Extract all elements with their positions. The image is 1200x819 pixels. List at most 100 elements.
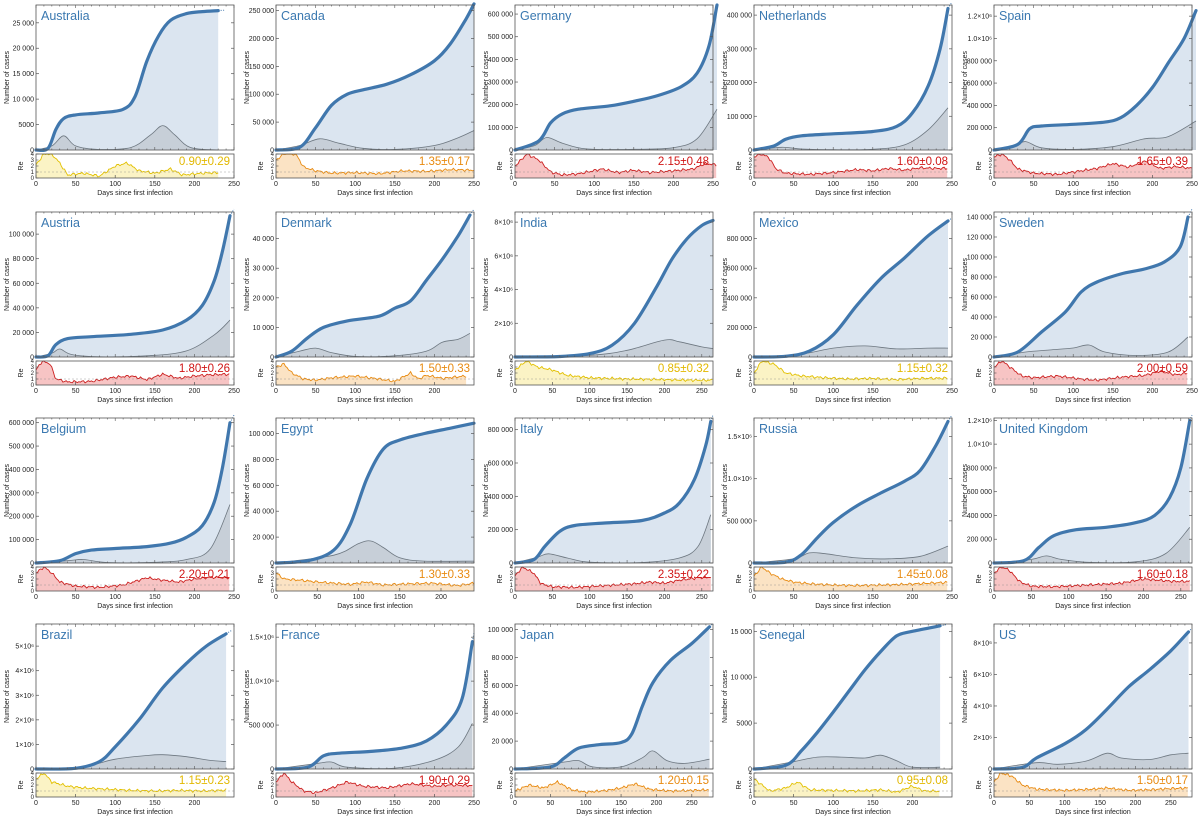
x-tick-label: 200 <box>189 388 201 395</box>
x-tick-label: 0 <box>992 181 996 188</box>
y-tick-label: 0 <box>509 767 513 774</box>
y-tick-label: 150 000 <box>249 64 274 71</box>
y-axis-label: Number of cases <box>722 464 729 517</box>
y-tick-label: 200 000 <box>488 527 513 534</box>
country-name: Mexico <box>759 216 799 230</box>
re-y-tick-label: 2 <box>989 577 993 583</box>
x-tick-label: 50 <box>790 594 798 601</box>
y-axis-label: Number of cases <box>483 51 490 104</box>
plot-frame <box>514 211 714 358</box>
y-axis-label: Number of cases <box>722 258 729 311</box>
cumulative-area <box>515 220 713 357</box>
cumulative-area <box>754 220 948 357</box>
re-y-tick-label: 0 <box>510 383 514 389</box>
y-tick-label: 0 <box>988 148 992 155</box>
re-y-tick-label: 3 <box>31 365 35 371</box>
re-y-tick-label: 4 <box>31 152 35 158</box>
re-line <box>35 360 230 384</box>
x-tick-label: 150 <box>389 181 401 188</box>
y-tick-label: 60 000 <box>13 281 35 288</box>
x-tick-label: 150 <box>149 181 161 188</box>
x-tick-label: 100 <box>353 594 365 601</box>
cumulative-area <box>276 423 474 563</box>
projection-line <box>469 208 475 216</box>
plot-frame <box>35 417 235 564</box>
re-y-tick-label: 3 <box>749 158 753 164</box>
x-tick-label: 150 <box>867 181 879 188</box>
y-axis-label: Number of cases <box>483 464 490 517</box>
re-y-tick-label: 2 <box>510 783 514 789</box>
y-tick-label: 600 000 <box>9 420 34 427</box>
re-y-tick-label: 0 <box>31 383 35 389</box>
y-tick-label: 400 000 <box>727 13 752 20</box>
y-tick-label: 0 <box>270 767 274 774</box>
x-axis-label: Days since first infection <box>1055 809 1131 816</box>
y-tick-label: 80 000 <box>971 275 993 282</box>
y-tick-label: 0 <box>30 561 34 568</box>
y-tick-label: 0 <box>748 355 752 362</box>
x-tick-label: 250 <box>946 388 958 395</box>
re-y-tick-label: 4 <box>271 152 275 158</box>
daily-cases-area <box>994 121 1196 150</box>
plot-frame <box>753 417 953 564</box>
re-axis-label: Re <box>736 368 743 377</box>
x-axis-label: Days since first infection <box>815 603 891 610</box>
daily-cases-line <box>275 723 473 770</box>
y-tick-label: 40 000 <box>971 315 993 322</box>
country-name: Netherlands <box>759 9 826 23</box>
re-line <box>514 360 713 383</box>
re-y-tick-label: 0 <box>31 589 35 595</box>
re-y-tick-label: 2 <box>31 783 35 789</box>
country-name: Brazil <box>41 628 72 642</box>
y-axis-label: Number of cases <box>4 464 11 517</box>
re-y-tick-label: 3 <box>510 158 514 164</box>
re-area <box>515 567 711 591</box>
re-y-tick-label: 4 <box>510 152 514 158</box>
chart-belgium: 0 100 000 200 000 300 000 400 000 500 000 600 … <box>4 414 240 610</box>
cumulative-area <box>994 631 1189 769</box>
projection-line <box>1188 627 1193 633</box>
re-y-tick-label: 2 <box>749 577 753 583</box>
plot-frame <box>993 417 1193 564</box>
daily-cases-area <box>994 527 1190 563</box>
x-tick-label: 250 <box>1186 181 1198 188</box>
chart-russia: 0 500 000 1.0×10⁶ 1.5×10⁶ Russia Number of ca… <box>722 414 958 610</box>
re-axis-label: Re <box>976 368 983 377</box>
cumulative-cases-line <box>34 214 232 359</box>
x-axis-label: Days since first infection <box>97 809 173 816</box>
re-y-tick-label: 1 <box>31 170 35 176</box>
x-axis-label: Days since first infection <box>815 809 891 816</box>
re-line <box>35 773 227 793</box>
re-line <box>514 779 709 795</box>
re-line <box>993 361 1188 382</box>
x-tick-label: 150 <box>389 388 401 395</box>
re-axis-label: Re <box>976 574 983 583</box>
re-y-tick-label: 2 <box>510 577 514 583</box>
re-y-tick-label: 2 <box>31 164 35 170</box>
re-value: 1.50±0.17 <box>1137 775 1188 787</box>
y-tick-label: 0 <box>988 355 992 362</box>
y-tick-label: 100 000 <box>967 255 992 262</box>
re-y-tick-label: 1 <box>31 789 35 795</box>
y-tick-label: 1.2×10⁶ <box>968 418 993 425</box>
x-tick-label: 150 <box>1107 181 1119 188</box>
y-tick-label: 5×10⁶ <box>15 644 34 651</box>
y-axis-label: Number of cases <box>962 258 969 311</box>
y-tick-label: 400 000 <box>727 295 752 302</box>
cumulative-area <box>36 422 230 563</box>
re-y-tick-label: 3 <box>31 158 35 164</box>
re-line <box>275 772 473 794</box>
daily-cases-area <box>515 109 717 150</box>
re-value: 1.50±0.33 <box>419 363 470 375</box>
y-tick-label: 20 000 <box>13 330 35 337</box>
x-axis-label: Days since first infection <box>337 190 413 197</box>
re-line <box>275 572 475 587</box>
x-tick-label: 50 <box>72 594 80 601</box>
x-tick-label: 100 <box>349 181 361 188</box>
cumulative-cases-line <box>274 421 476 565</box>
x-tick-label: 100 <box>1059 800 1071 807</box>
plot-frame <box>753 4 953 151</box>
re-axis-label: Re <box>258 780 265 789</box>
x-tick-label: 0 <box>274 594 278 601</box>
